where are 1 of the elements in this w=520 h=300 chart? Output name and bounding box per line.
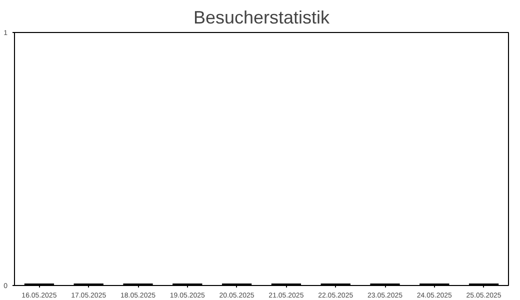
chart-title: Besucherstatistik bbox=[193, 8, 331, 28]
